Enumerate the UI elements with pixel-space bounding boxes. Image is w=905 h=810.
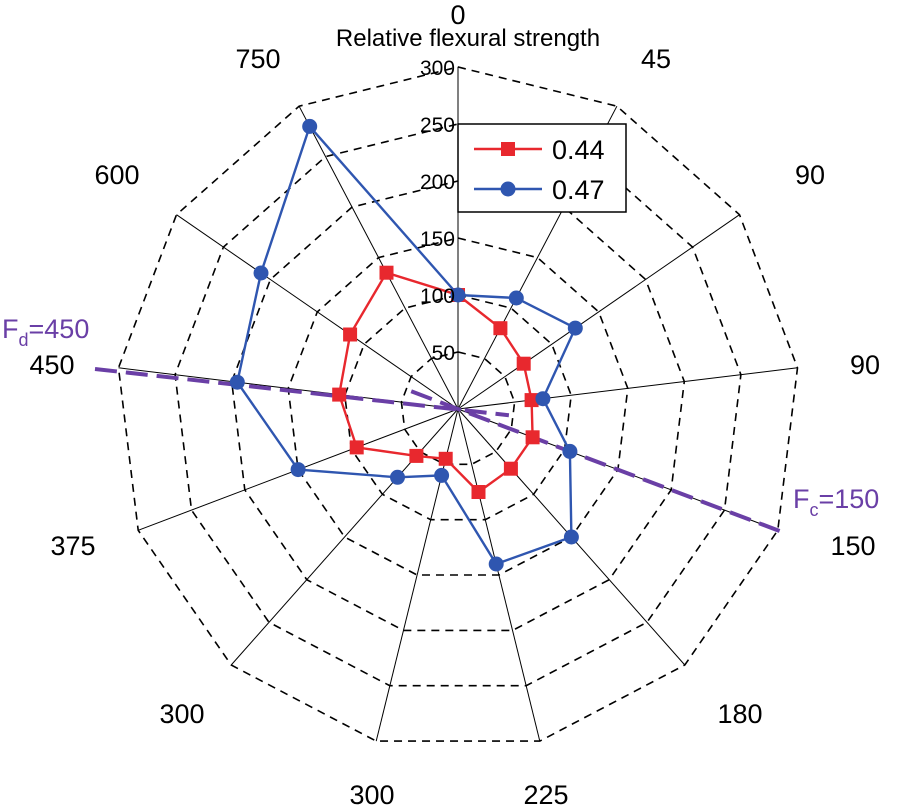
radial-ticks: 50 100 150 200 250 300 <box>420 57 455 365</box>
data-point <box>434 467 450 483</box>
category-label: 375 <box>50 531 95 561</box>
category-label: 600 <box>94 160 139 190</box>
legend: 0.44 0.47 <box>457 123 627 213</box>
data-point <box>488 556 504 572</box>
data-series <box>229 118 583 572</box>
grid-ring <box>230 180 686 632</box>
category-label: 225 <box>523 780 568 810</box>
data-point <box>562 443 578 459</box>
category-label: 300 <box>349 780 394 810</box>
legend-marker <box>500 181 516 197</box>
reference-line <box>94 367 510 418</box>
data-point <box>535 391 551 407</box>
data-point <box>524 393 539 408</box>
reference-line-label: Fc=150 <box>793 484 879 520</box>
legend-box <box>457 123 627 213</box>
grid-spoke <box>457 214 740 410</box>
reference-line-label: Fd=450 <box>2 314 89 350</box>
category-label: 450 <box>29 350 74 380</box>
grid-spoke <box>176 214 459 410</box>
legend-marker <box>501 142 515 156</box>
grid-ring <box>287 237 629 576</box>
data-point <box>409 448 424 463</box>
grid-spoke <box>457 367 798 410</box>
category-label: 45 <box>641 44 671 74</box>
category-label: 300 <box>159 699 204 729</box>
data-point <box>332 387 347 402</box>
radial-tick-label: 150 <box>420 228 455 251</box>
grid-ring <box>343 294 573 521</box>
data-point <box>343 327 358 342</box>
chart-title: Relative flexural strength <box>336 25 600 52</box>
radial-tick-label: 300 <box>420 57 455 80</box>
legend-label: 0.44 <box>552 135 605 165</box>
grid-spoke <box>230 408 459 666</box>
category-label: 180 <box>717 699 762 729</box>
data-point <box>390 469 405 485</box>
reference-line <box>409 388 781 533</box>
data-point <box>563 529 579 545</box>
data-point <box>438 451 453 466</box>
data-point <box>379 265 394 280</box>
grid-ring <box>117 66 799 742</box>
data-point <box>450 287 466 303</box>
data-point <box>349 440 364 455</box>
data-point <box>302 118 318 134</box>
category-label: 150 <box>830 531 875 561</box>
data-point <box>525 430 540 445</box>
series-line <box>236 124 577 566</box>
category-label: 0 <box>450 0 465 30</box>
category-label: 750 <box>235 44 280 74</box>
grid-spoke <box>457 408 541 742</box>
reference-lines: Fd=450 Fc=150 <box>2 314 879 533</box>
category-label: 90 <box>850 350 880 380</box>
data-point <box>508 290 524 306</box>
data-point <box>493 321 508 336</box>
data-point <box>471 485 486 499</box>
grid-ring <box>400 351 516 466</box>
legend-label: 0.47 <box>552 175 605 205</box>
data-point <box>290 462 306 478</box>
data-point <box>229 374 245 390</box>
data-point <box>567 320 583 336</box>
data-point <box>253 265 269 281</box>
radial-tick-label: 250 <box>420 114 455 137</box>
category-labels: 0 45 90 90 150 180 225 300 300 375 450 600 750 <box>29 0 880 810</box>
radial-tick-label: 100 <box>420 285 455 308</box>
grid-spoke <box>298 105 459 410</box>
data-point <box>516 356 531 371</box>
grid-spoke <box>118 367 459 410</box>
radial-tick-label: 50 <box>432 342 455 365</box>
category-label: 90 <box>795 160 825 190</box>
grid-ring <box>174 123 742 687</box>
radial-tick-label: 200 <box>420 171 455 194</box>
data-point <box>503 461 518 476</box>
